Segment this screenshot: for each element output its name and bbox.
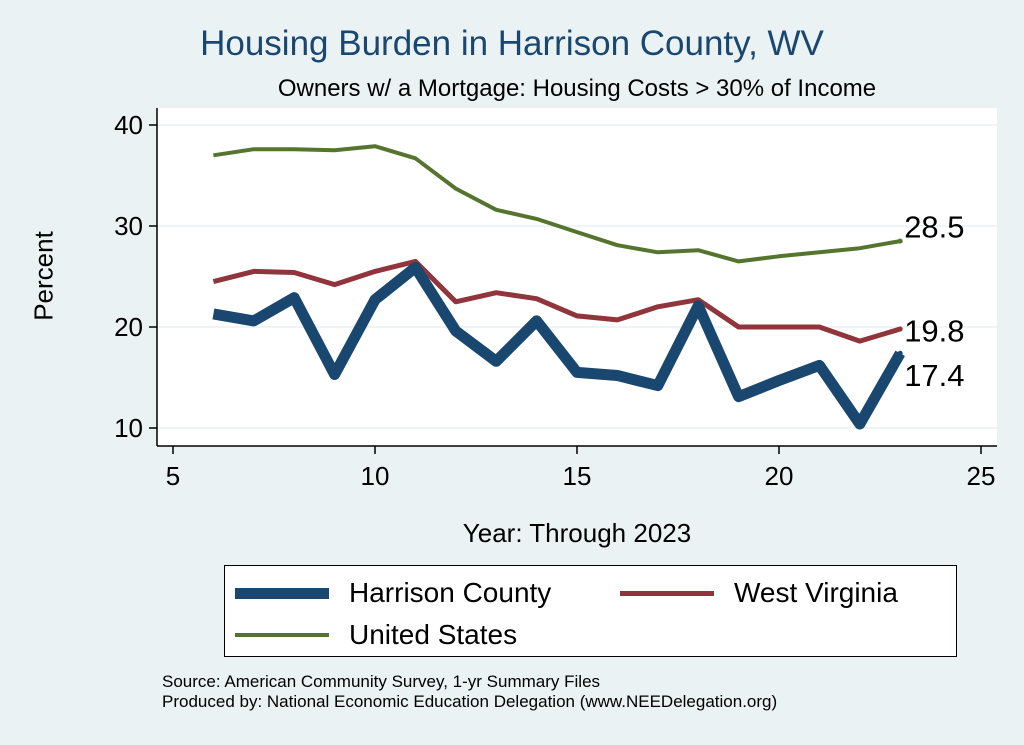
source-note: Source: American Community Survey, 1-yr … <box>162 672 601 691</box>
axes: 10 20 30 40 5 10 15 20 25 <box>114 108 997 491</box>
legend-label: Harrison County <box>349 577 552 608</box>
x-tick-label: 20 <box>765 461 794 491</box>
chart-subtitle: Owners w/ a Mortgage: Housing Costs > 30… <box>277 75 877 102</box>
x-tick-label: 5 <box>166 461 180 491</box>
legend-label: West Virginia <box>734 577 898 608</box>
legend-swatch <box>235 633 329 637</box>
legend-item-united-states: United States <box>235 618 517 652</box>
x-tick-label: 10 <box>361 461 390 491</box>
x-tick-label: 15 <box>563 461 592 491</box>
legend: Harrison County West Virginia United State… <box>224 565 957 657</box>
legend-swatch <box>620 590 714 596</box>
series-line-united-states <box>213 144 901 264</box>
producer-note: Produced by: National Economic Education… <box>162 692 778 711</box>
end-label-harrison-county: 17.4 <box>904 358 964 393</box>
series-lines <box>212 144 905 430</box>
y-tick-label: 30 <box>114 211 143 241</box>
series-line-west-virginia <box>212 258 901 344</box>
end-point-united-states <box>897 238 903 244</box>
x-tick-label: 25 <box>967 461 996 491</box>
legend-item-harrison-county: Harrison County <box>235 576 551 610</box>
y-tick-label: 10 <box>114 413 143 443</box>
plot-area <box>157 108 997 446</box>
x-axis-label: Year: Through 2023 <box>462 518 692 548</box>
legend-item-west-virginia: West Virginia <box>620 576 898 610</box>
y-tick-label: 20 <box>114 312 143 342</box>
legend-swatch <box>235 587 329 599</box>
legend-label: United States <box>349 619 518 650</box>
end-label-west-virginia: 19.8 <box>904 314 964 349</box>
chart-title: Housing Burden in Harrison County, WV <box>200 24 824 63</box>
line-chart: 10 20 30 40 5 10 15 20 25 17.4 19.8 28.5 <box>114 108 997 491</box>
end-point-west-virginia <box>897 326 903 332</box>
end-labels: 17.4 19.8 28.5 <box>904 210 964 393</box>
series-line-harrison-county <box>212 261 905 430</box>
y-tick-label: 40 <box>114 110 143 140</box>
end-point-harrison-county <box>897 350 903 356</box>
end-label-united-states: 28.5 <box>904 210 964 245</box>
